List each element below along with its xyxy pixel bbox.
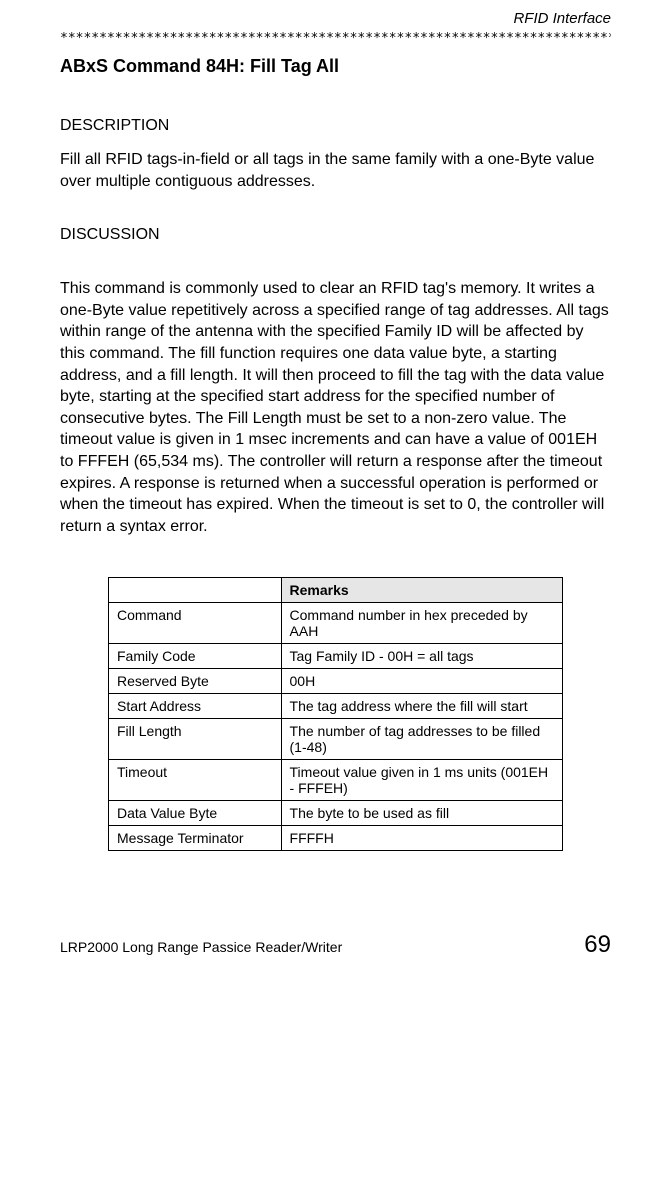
discussion-body: This command is commonly used to clear a…: [60, 278, 611, 537]
table-cell: Message Terminator: [109, 826, 282, 851]
table-cell: Start Address: [109, 694, 282, 719]
table-cell: The number of tag addresses to be filled…: [281, 719, 562, 760]
table-cell: Command number in hex preceded by AAH: [281, 603, 562, 644]
table-cell: Command: [109, 603, 282, 644]
table-cell: Tag Family ID - 00H = all tags: [281, 644, 562, 669]
table-cell: Timeout: [109, 760, 282, 801]
footer-page-number: 69: [584, 931, 611, 959]
table-header-blank: [109, 578, 282, 603]
description-heading: DESCRIPTION: [60, 117, 611, 135]
table-row: Fill Length The number of tag addresses …: [109, 719, 563, 760]
table-cell: FFFFH: [281, 826, 562, 851]
table-row: Timeout Timeout value given in 1 ms unit…: [109, 760, 563, 801]
table-header-remarks: Remarks: [281, 578, 562, 603]
parameters-table: Remarks Command Command number in hex pr…: [108, 577, 563, 851]
parameters-table-wrap: Remarks Command Command number in hex pr…: [108, 577, 563, 851]
table-row: Message Terminator FFFFH: [109, 826, 563, 851]
table-header-row: Remarks: [109, 578, 563, 603]
table-cell: The tag address where the fill will star…: [281, 694, 562, 719]
table-row: Start Address The tag address where the …: [109, 694, 563, 719]
table-row: Command Command number in hex preceded b…: [109, 603, 563, 644]
table-cell: Family Code: [109, 644, 282, 669]
discussion-heading: DISCUSSION: [60, 226, 611, 244]
description-body: Fill all RFID tags-in-field or all tags …: [60, 149, 611, 192]
command-title: ABxS Command 84H: Fill Tag All: [60, 56, 611, 77]
table-cell: Data Value Byte: [109, 801, 282, 826]
header-section-label: RFID Interface: [60, 10, 611, 27]
divider-line: ****************************************…: [60, 31, 611, 46]
table-cell: Fill Length: [109, 719, 282, 760]
table-cell: Timeout value given in 1 ms units (001EH…: [281, 760, 562, 801]
table-row: Family Code Tag Family ID - 00H = all ta…: [109, 644, 563, 669]
table-cell: 00H: [281, 669, 562, 694]
table-cell: The byte to be used as fill: [281, 801, 562, 826]
table-cell: Reserved Byte: [109, 669, 282, 694]
table-row: Reserved Byte 00H: [109, 669, 563, 694]
page-footer: LRP2000 Long Range Passice Reader/Writer…: [60, 931, 611, 959]
footer-product-name: LRP2000 Long Range Passice Reader/Writer: [60, 939, 342, 955]
table-row: Data Value Byte The byte to be used as f…: [109, 801, 563, 826]
